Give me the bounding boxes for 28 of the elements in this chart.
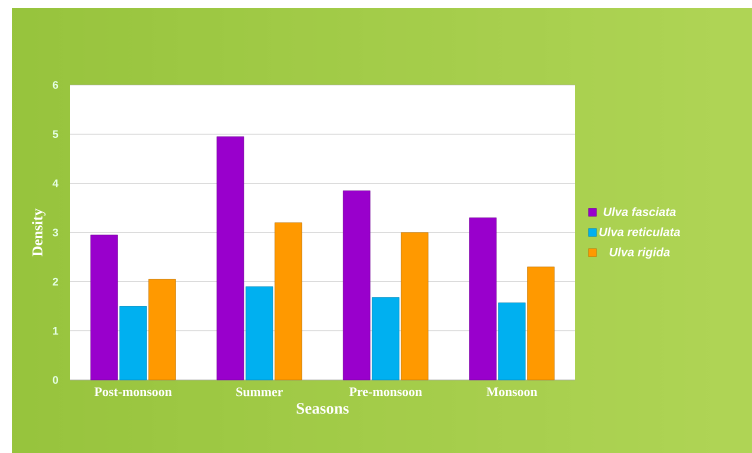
x-tick-label: Post-monsoon: [94, 388, 172, 396]
y-tick-label: 3: [52, 228, 58, 236]
bar: [148, 278, 176, 380]
y-tick-label: 2: [52, 278, 58, 286]
y-tick-label: 1: [53, 327, 58, 335]
y-tick-label: 4: [52, 180, 58, 188]
bar: [274, 222, 302, 380]
legend-label: Ulva rigida: [610, 248, 670, 259]
y-tick-label: 5: [52, 130, 58, 138]
x-tick-label: Summer: [236, 388, 283, 396]
legend-label: Ulva fasciata: [604, 207, 676, 216]
bar: [527, 266, 555, 380]
y-axis-title: Density: [32, 208, 46, 256]
x-tick-label: Pre-monsoon: [349, 388, 422, 396]
y-tick-label: 6: [52, 81, 58, 89]
bar: [342, 190, 370, 380]
x-tick-label: Monsoon: [486, 388, 538, 396]
bar: [400, 232, 428, 380]
bar: [90, 234, 118, 380]
bar: [469, 218, 497, 380]
bar: [246, 286, 274, 380]
x-axis-title: Seasons: [296, 403, 349, 414]
bar: [216, 136, 244, 380]
y-tick-label: 0: [52, 376, 58, 384]
bar: [498, 302, 526, 380]
legend-label: Ulva reticulata: [599, 227, 680, 236]
bar: [119, 306, 147, 380]
bar: [372, 297, 400, 380]
